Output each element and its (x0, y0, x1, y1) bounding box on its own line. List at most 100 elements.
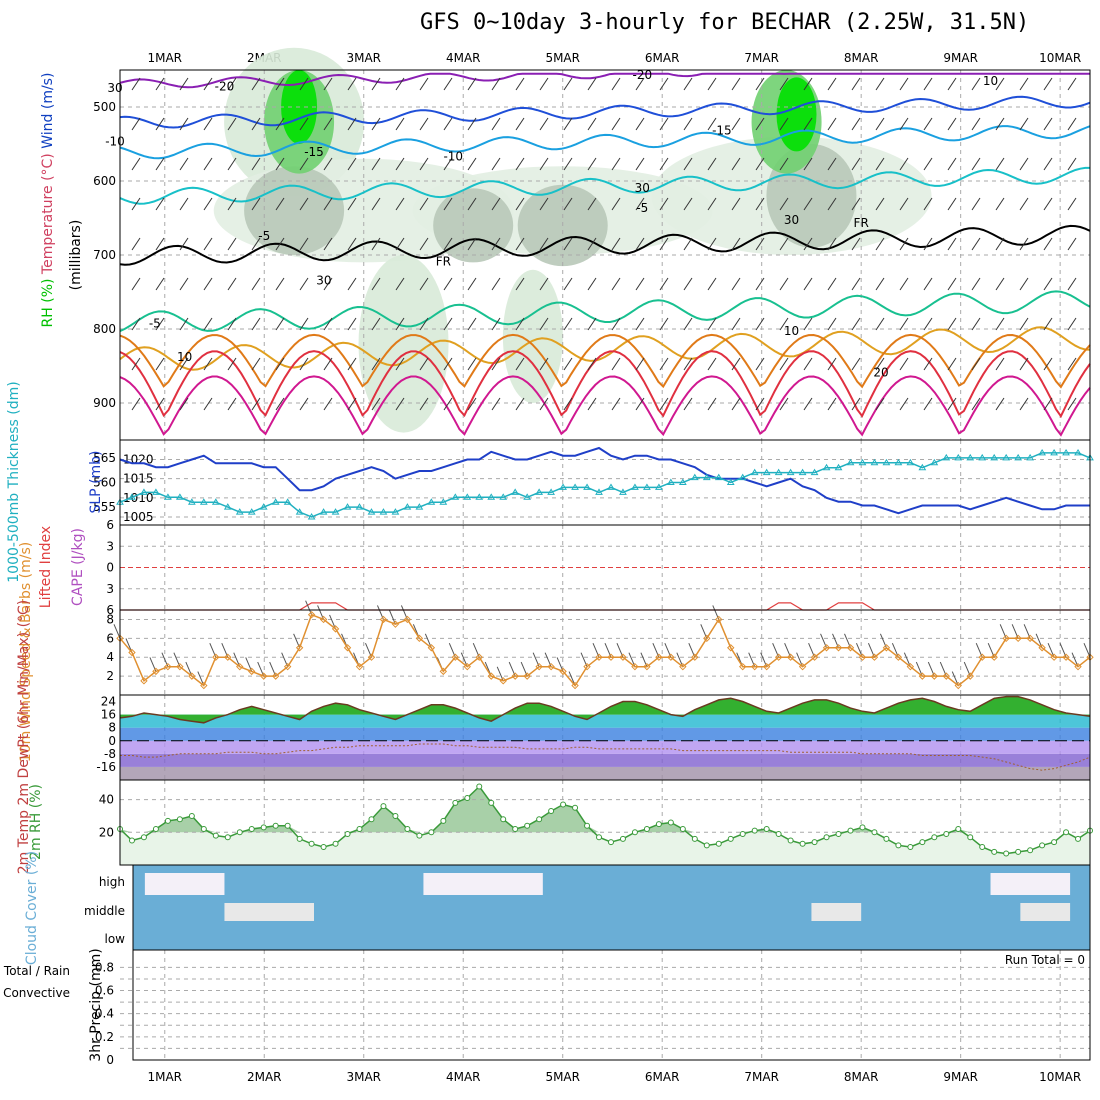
thickness-point (175, 493, 184, 500)
wind-barb (731, 317, 741, 331)
wind-barb (875, 77, 885, 91)
wind-barb (371, 397, 381, 411)
y-tick-label: 8 (108, 721, 116, 735)
wind-barb (1067, 77, 1077, 91)
rh-point (1075, 835, 1082, 842)
wind-barb (491, 397, 501, 411)
wind-point (954, 681, 962, 690)
wind-point (391, 620, 400, 628)
thickness-point (918, 463, 927, 471)
wind-barb (899, 317, 909, 331)
wind-barb (995, 397, 1005, 411)
wind-barb (1067, 237, 1077, 251)
wind-barb (1019, 357, 1029, 371)
contour-label: 10 (983, 74, 998, 88)
cloud-level-label: low (105, 932, 126, 946)
thickness-point (738, 473, 747, 481)
wind-barb (707, 237, 717, 251)
wind-barb (779, 197, 789, 211)
rh-point (512, 826, 519, 833)
wind-barb (947, 77, 957, 91)
wind-barb (131, 237, 141, 251)
rh-point (667, 819, 674, 826)
rh-blob (502, 269, 563, 403)
wind-barb (755, 357, 765, 371)
temp-contour (119, 290, 1091, 333)
contour-label: -10 (443, 149, 463, 163)
rh-point (931, 834, 938, 841)
wind-barb (803, 197, 813, 211)
cloud-level-label: middle (84, 904, 125, 918)
temp-contour (119, 333, 1091, 389)
wind-barb (419, 77, 429, 91)
temp-contour (119, 125, 1091, 160)
wind-barb (299, 117, 309, 131)
rh-point (416, 832, 423, 839)
wind-barb (1019, 117, 1029, 131)
thickness-point (834, 463, 843, 471)
wind-barb (515, 277, 525, 291)
x-tick-label: 8MAR (844, 51, 879, 65)
thickness-point (990, 453, 999, 461)
wind-barb (371, 317, 381, 331)
wind-barb (1043, 277, 1053, 291)
wind-barb (803, 357, 813, 371)
thickness-point (187, 498, 196, 505)
wind-point (583, 662, 591, 671)
thickness-point (1074, 448, 1082, 456)
wind-barb (491, 357, 501, 371)
wind-barb (851, 317, 861, 331)
wind-barb (395, 197, 405, 211)
wind-barb (971, 77, 981, 91)
thickness-point (223, 503, 232, 510)
wind-barb (923, 397, 933, 411)
wind-barb (1019, 197, 1029, 211)
wind-barb (275, 117, 285, 131)
temp-band (120, 753, 1090, 767)
wind-barb (251, 77, 261, 91)
x-tick-label: 4MAR (446, 51, 481, 65)
rh-point (464, 794, 471, 801)
x-tick-label: 6MAR (645, 1070, 680, 1084)
wind-barb (803, 397, 813, 411)
wind-point (1002, 634, 1010, 643)
wind-barb (803, 317, 813, 331)
thickness-point (355, 503, 364, 510)
x-tick-label: 7MAR (744, 51, 779, 65)
wind-point (415, 634, 424, 643)
wind-point (858, 653, 867, 661)
x-tick-label: 9MAR (943, 51, 978, 65)
wind-barb (899, 237, 909, 251)
x-tick-label: 5MAR (545, 51, 580, 65)
panels: 1MAR 2MAR 3MAR 4MAR 5MAR 6MAR 7MAR 8MAR 9MAR 10MA… (3, 47, 1094, 1084)
wind-barb (779, 397, 789, 411)
thickness-point (499, 493, 508, 500)
wind-point (870, 653, 879, 661)
wind-point (379, 615, 388, 624)
wind-barb (587, 197, 597, 211)
wind-barb (227, 277, 237, 291)
wind-barb (659, 237, 669, 251)
rh-point (440, 817, 447, 824)
wind-barb (1019, 397, 1029, 411)
y-tick-label: 6 (106, 518, 114, 532)
wind-barb (827, 117, 837, 131)
wind-barb (755, 117, 765, 131)
rh-point (679, 826, 686, 833)
rh-point (236, 829, 243, 836)
y-tick-label: 0 (108, 734, 116, 748)
wind-barb (731, 277, 741, 291)
wind-barb (1019, 157, 1029, 171)
wind-barb (515, 237, 525, 251)
precip-panel: 0 0.2 0.4 0.6 0.8 Run Total = 0 3hr Precip (mm… (3, 948, 1091, 1067)
rh-point (284, 822, 291, 829)
thickness-point (1026, 453, 1035, 461)
wind-barb (515, 357, 525, 371)
cloud-clear-high (990, 873, 1071, 895)
wind-barb (155, 357, 165, 371)
thickness-point (882, 458, 891, 466)
rh-point (260, 824, 267, 831)
y-tick-label: 0.2 (95, 1030, 114, 1044)
wind-point (679, 662, 687, 671)
